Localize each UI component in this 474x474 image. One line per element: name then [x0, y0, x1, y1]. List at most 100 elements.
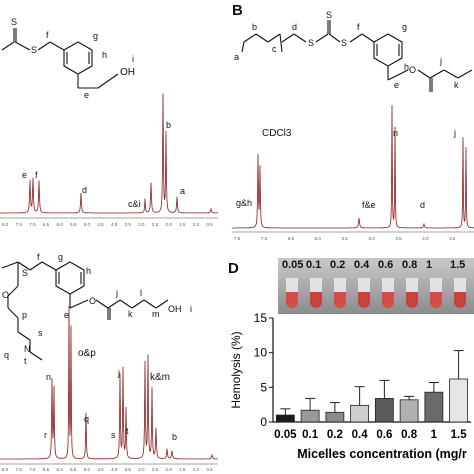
- peak-label-q: q: [84, 414, 90, 424]
- axis-tick-label: 1.0: [192, 467, 200, 472]
- axis-tick-label: 5.5: [70, 222, 77, 227]
- photo-label: 0.2: [330, 259, 346, 271]
- vial-red-pellet: [358, 292, 370, 308]
- peak-label-cdcl3: CDCl3: [262, 128, 292, 139]
- axis-tick-label: 5.0: [83, 222, 91, 227]
- photo-labels: 0.05 0.1 0.2 0.4 0.6 0.8 1 1.5: [278, 258, 474, 274]
- x-tick-label: 0.05: [274, 429, 297, 441]
- photo-label: 0.6: [378, 259, 394, 271]
- struct-label-g: g: [93, 31, 99, 41]
- y-tick-label: 0: [260, 415, 267, 429]
- photo-label: 1: [426, 259, 433, 271]
- panel-c: f g h e j l k m OH i O S p q N t s O n o…: [0, 246, 222, 474]
- photo-label: 0.05: [282, 259, 304, 271]
- struct-label-c-e: e: [64, 310, 70, 320]
- struct-label-c-h: h: [86, 266, 92, 276]
- struct-label-b-k: k: [454, 80, 459, 90]
- peak-label-e: e: [22, 170, 28, 180]
- struct-label-b-g: g: [402, 22, 408, 32]
- vial-supernatant: [382, 278, 394, 292]
- x-tick-label: 0.6: [376, 429, 392, 441]
- axis-tick-label: 4.5: [97, 467, 104, 472]
- axis-tick-label: 3.0: [138, 222, 145, 227]
- axis-tick-label: 2.5: [151, 222, 159, 227]
- axis-tick-label: 6.0: [56, 467, 63, 472]
- struct-label-b-a: a: [234, 52, 240, 62]
- struct-label-c-q: q: [4, 350, 10, 360]
- axis-tick-label: 6.0: [56, 222, 63, 227]
- vial: [334, 278, 346, 308]
- photo-label: 0.1: [306, 259, 322, 271]
- struct-label-c-t: t: [24, 356, 27, 366]
- photo-label: 0.4: [354, 259, 370, 271]
- struct-label-i: i: [132, 54, 134, 64]
- struct-label-c-g: g: [58, 252, 64, 262]
- peak-label-g-h: g&h: [236, 198, 253, 208]
- vial-row: [278, 276, 474, 312]
- peak-label-r: r: [44, 430, 47, 440]
- struct-label-c-p: p: [22, 310, 28, 320]
- x-tick-label: 0.4: [352, 429, 369, 441]
- vial-red-pellet: [454, 292, 466, 308]
- vial-red-pellet: [310, 292, 322, 308]
- x-tick-label: 0.8: [401, 429, 418, 441]
- panel-letter-b: B: [232, 2, 243, 19]
- bar-0.2: [325, 411, 345, 423]
- x-axis-label: Micelles concentration (mg/r: [297, 447, 467, 461]
- spectrum-c: [0, 305, 218, 465]
- struct-label-s1: S: [11, 17, 18, 27]
- panel-a-structure: [1, 28, 119, 89]
- axis-tick-label: 1.5: [179, 467, 186, 472]
- axis-tick-label: 2.0: [165, 467, 172, 472]
- axis-tick-label: 5.5: [341, 236, 348, 240]
- struct-label-h: h: [102, 50, 108, 60]
- bar-0.6: [374, 398, 394, 423]
- struct-label-b-o: O: [409, 65, 417, 75]
- axis-tick-label: 6.5: [42, 467, 50, 472]
- peak-label-f-e: f&e: [362, 200, 376, 210]
- bar-1.5: [449, 378, 469, 423]
- axis-tick-label: 1.0: [192, 222, 200, 227]
- struct-label-b-d: d: [292, 22, 298, 32]
- axis-tick-label: 8.0: [2, 222, 9, 227]
- axis-tick-label: 7.0: [260, 236, 268, 240]
- vial-supernatant: [454, 278, 466, 292]
- panel-letter-d: D: [228, 260, 239, 277]
- vial: [310, 278, 322, 308]
- struct-label-c-o1: O: [89, 296, 97, 306]
- hemolysis-bar-chart: 0 5 10 15 0.05 0.1 0.2 0.4 0.6 0.8 1 1.5 Hemolysis (…: [229, 311, 471, 461]
- struct-label-b-s2: S: [326, 10, 333, 20]
- vial-red-pellet: [334, 292, 346, 308]
- vial-red-pellet: [382, 292, 394, 308]
- peak-label-o-p: o&p: [78, 348, 96, 359]
- axis-tick-label: 2.0: [165, 222, 172, 227]
- peak-label-k-m: k&m: [150, 372, 170, 383]
- vial: [430, 278, 442, 308]
- axis-tick-label: 7.5: [15, 467, 22, 472]
- peak-label-d: d: [82, 185, 88, 195]
- axis-tick-label: 3.5: [124, 467, 131, 472]
- spectrum-a: [0, 93, 219, 219]
- struct-label-c-n: N: [24, 344, 31, 354]
- vial-red-pellet: [286, 292, 298, 308]
- struct-label-c-f: f: [37, 252, 40, 262]
- axis-tick-label: 7.0: [29, 222, 36, 227]
- panel-b-structure: [241, 20, 473, 92]
- peak-label-c-b: b: [172, 432, 178, 442]
- bar-0.4: [350, 404, 370, 423]
- vial-supernatant: [286, 278, 298, 292]
- struct-label-c-s: S: [22, 268, 29, 278]
- vial-supernatant: [334, 278, 346, 292]
- x-tick-label: 0.1: [302, 429, 319, 441]
- struct-label-e: e: [84, 90, 90, 100]
- bar-0.05: [275, 414, 295, 423]
- struct-label-c-oh: OH: [168, 304, 182, 314]
- struct-label-b-e: e: [394, 80, 400, 90]
- axis-ticks-a: 8.0 7.5 7.0 6.5 6.0 5.5 5.0 4.5 4.0 3.5 3.0 2.5 2.0 1…: [0, 222, 222, 228]
- struct-label-f: f: [46, 30, 49, 40]
- peak-label-a: a: [180, 186, 186, 196]
- axis-tick-label: 4.0: [111, 222, 118, 227]
- axis-tick-label: 3.5: [449, 236, 456, 240]
- axis-tick-label: 6.0: [314, 236, 321, 240]
- axis-tick-label: 6.5: [42, 222, 50, 227]
